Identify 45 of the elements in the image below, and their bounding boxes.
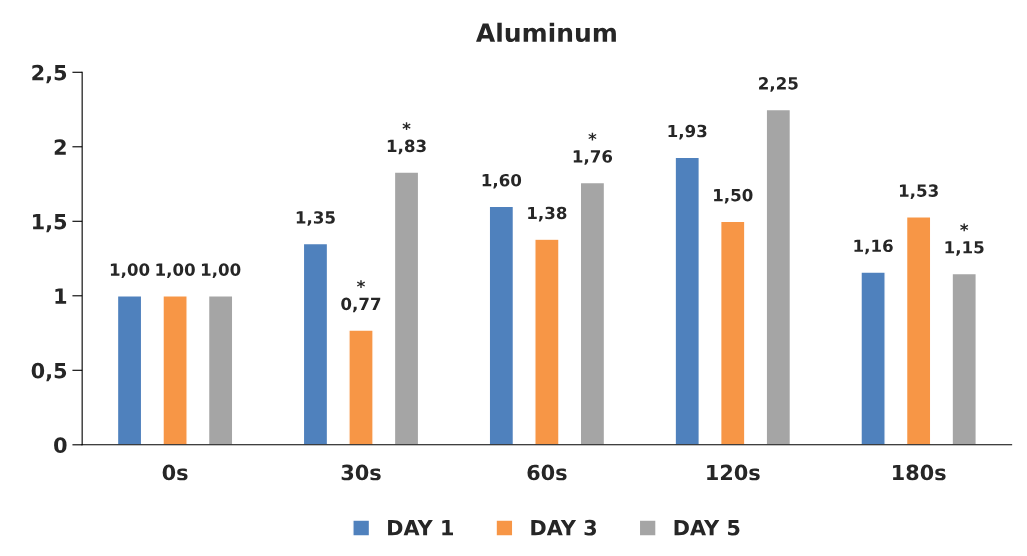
bar xyxy=(860,271,886,445)
data-label: 1,93 xyxy=(668,124,707,140)
data-label: 1,50 xyxy=(714,188,753,204)
y-tick-label: 0,5 xyxy=(31,362,67,382)
legend-label: DAY 3 xyxy=(531,519,597,536)
bar xyxy=(162,295,188,445)
x-tick-label: 60s xyxy=(527,464,567,481)
bar xyxy=(393,171,420,445)
bar xyxy=(719,220,746,445)
legend-label: DAY 1 xyxy=(388,520,453,536)
data-label: 1,00 xyxy=(201,263,241,279)
data-label: 1,16 xyxy=(854,239,893,255)
bar xyxy=(765,108,792,445)
data-label: 1,00 xyxy=(110,263,150,279)
data-label: 2,25 xyxy=(759,77,798,92)
data-label: 1,60 xyxy=(482,173,522,189)
y-tick-label: 0 xyxy=(54,437,67,454)
y-tick-label: 2,5 xyxy=(32,64,67,84)
data-label: 1,38 xyxy=(528,206,567,222)
data-label: * 1,15 xyxy=(945,223,984,256)
y-tick-label: 1,5 xyxy=(33,214,67,233)
x-tick-label: 0s xyxy=(162,464,188,481)
bar xyxy=(302,242,329,445)
x-tick-label: 180s xyxy=(893,464,946,481)
x-tick-label: 120s xyxy=(707,464,760,481)
bar xyxy=(348,329,374,445)
y-tick-label: 2 xyxy=(54,139,66,155)
y-tick-label: 1 xyxy=(55,288,67,304)
data-label: 1,35 xyxy=(296,211,335,226)
data-label: * 1,76 xyxy=(573,132,613,165)
data-label: 1,53 xyxy=(899,184,938,200)
data-label: 1,00 xyxy=(156,263,195,279)
bar xyxy=(534,238,560,445)
bar xyxy=(674,156,700,445)
bar xyxy=(207,295,234,445)
x-tick-label: 30s xyxy=(341,464,381,481)
bar xyxy=(951,272,977,445)
data-label: * 0,77 xyxy=(341,280,381,313)
chart-title: Aluminum xyxy=(476,22,616,43)
bar xyxy=(488,205,515,445)
bar xyxy=(116,295,143,445)
bar xyxy=(905,216,932,445)
legend-label: DAY 5 xyxy=(674,520,740,536)
bar xyxy=(579,181,606,445)
data-label: * 1,83 xyxy=(387,122,426,155)
